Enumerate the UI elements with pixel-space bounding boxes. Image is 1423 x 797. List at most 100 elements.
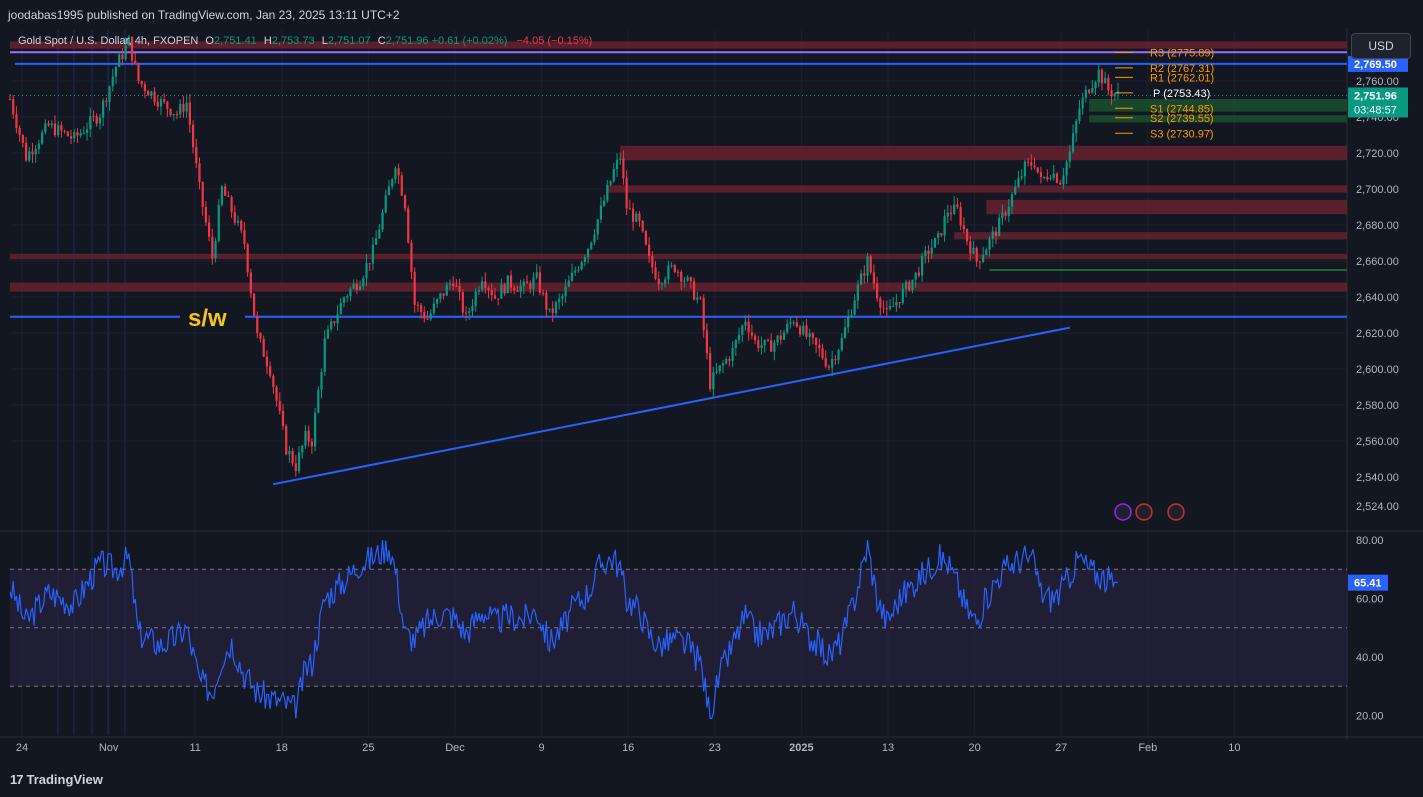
candle-body <box>69 136 73 139</box>
candle-body <box>82 132 85 134</box>
supply-zone <box>986 199 1347 215</box>
candle-body <box>262 338 265 357</box>
candle-body <box>163 99 166 102</box>
candle-body <box>265 356 269 367</box>
candle-body <box>1071 133 1075 152</box>
candle-body <box>985 249 988 256</box>
candle-body <box>330 321 333 330</box>
candle-body <box>497 298 500 300</box>
price-chart[interactable]: s/w R3 (2775.89) R2 (2767.31)R1 (2762.01) P… <box>0 28 1423 764</box>
candle-body <box>840 337 843 351</box>
candle-body <box>718 365 721 372</box>
candle-body <box>998 218 1001 237</box>
x-tick-label: 20 <box>968 742 980 754</box>
candle-body <box>1055 173 1059 183</box>
candle-body <box>593 234 596 243</box>
candle-body <box>346 296 349 298</box>
x-tick-label: 11 <box>189 742 200 754</box>
candle-body <box>394 168 397 180</box>
candle-body <box>657 278 660 285</box>
candle-body <box>519 286 522 292</box>
y-tick-label: 2,600.00 <box>1356 364 1399 376</box>
candle-body <box>1078 108 1081 121</box>
candle-body <box>387 186 391 196</box>
candle-body <box>21 134 24 143</box>
candle-body <box>831 358 834 368</box>
candle-body <box>988 238 991 250</box>
rsi-tick-label: 60.00 <box>1356 594 1384 606</box>
candle-body <box>371 244 375 264</box>
x-tick-label: 27 <box>1055 742 1067 754</box>
candle-body <box>246 244 249 273</box>
candle-body <box>969 241 972 254</box>
demand-zone <box>1089 115 1347 123</box>
candle-body <box>432 303 436 314</box>
rsi-value-label: 65.41 <box>1354 578 1382 590</box>
candle-body <box>365 263 368 279</box>
candle-body <box>625 178 628 209</box>
supply-zone <box>10 41 1347 49</box>
candle-body <box>455 285 458 287</box>
tradingview-logo[interactable]: 17 TradingView <box>10 772 103 787</box>
countdown-label: 03:48:57 <box>1354 104 1397 116</box>
candle-body <box>230 196 233 213</box>
candle-body <box>95 116 98 124</box>
candle-body <box>252 293 256 316</box>
y-tick-label: 2,640.00 <box>1356 292 1399 304</box>
candle-body <box>859 273 863 285</box>
candle-body <box>320 371 323 390</box>
x-tick-label: Feb <box>1138 742 1157 754</box>
candle-body <box>294 463 297 472</box>
y-tick-label: 2,620.00 <box>1356 328 1399 340</box>
candle-body <box>1068 151 1071 162</box>
candle-body <box>397 168 400 176</box>
currency-button[interactable]: USD <box>1351 33 1411 59</box>
candle-body <box>619 158 622 160</box>
candle-body <box>689 277 692 282</box>
candle-body <box>959 207 962 226</box>
candle-body <box>108 86 111 102</box>
candle-body <box>792 322 795 324</box>
candle-body <box>554 302 558 314</box>
candle-body <box>89 116 92 130</box>
candle-body <box>667 265 670 280</box>
candle-body <box>876 283 879 299</box>
open-value: 2,751.41 <box>213 35 257 47</box>
y-tick-label: 2,580.00 <box>1356 400 1399 412</box>
candle-body <box>1007 206 1010 216</box>
high-label: H <box>263 35 272 47</box>
rsi-tick-label: 20.00 <box>1356 711 1384 723</box>
candle-body <box>310 441 313 447</box>
candle-body <box>943 216 946 236</box>
candle-body <box>609 181 612 185</box>
close-label: C <box>377 35 386 47</box>
candle-body <box>529 283 532 289</box>
candle-body <box>137 63 140 82</box>
change-value: +0.61 (+0.02%) <box>431 35 508 47</box>
rsi-value-bg <box>1348 574 1388 591</box>
demand-zone <box>1089 99 1347 112</box>
candle-body <box>201 181 204 207</box>
y-tick-label: 2,700.00 <box>1356 184 1399 196</box>
candle-body <box>805 325 808 337</box>
candle-body <box>930 247 933 254</box>
candle-body <box>606 184 609 201</box>
candle-body <box>118 54 121 68</box>
candle-body <box>506 275 509 294</box>
candle-body <box>770 340 773 352</box>
candle-body <box>439 293 442 300</box>
candle-body <box>776 335 779 343</box>
candle-body <box>1023 161 1026 177</box>
candle-body <box>474 291 477 307</box>
candle-body <box>188 102 191 125</box>
candle-body <box>590 242 593 249</box>
candle-body <box>285 425 288 455</box>
candle-body <box>612 169 615 182</box>
supply-zone <box>607 185 1347 193</box>
candle-body <box>683 280 686 282</box>
candle-body <box>461 292 464 313</box>
candle-body <box>946 212 949 217</box>
candle-body <box>927 250 930 254</box>
candle-body <box>699 297 702 299</box>
last-price-label: 2,751.96 <box>1354 90 1397 102</box>
